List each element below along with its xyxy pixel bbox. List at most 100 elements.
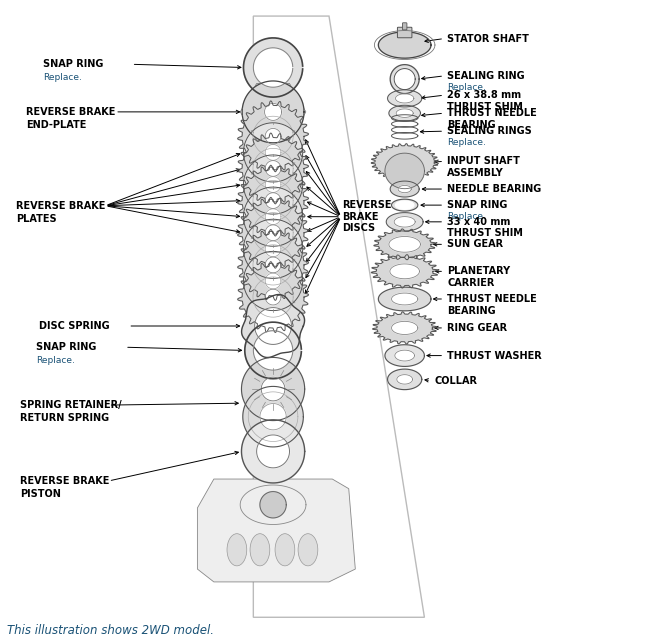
Text: SEALING RING: SEALING RING (447, 71, 525, 81)
Polygon shape (385, 345, 424, 367)
Polygon shape (243, 219, 303, 278)
Ellipse shape (227, 534, 247, 566)
Polygon shape (243, 187, 303, 246)
Polygon shape (394, 69, 415, 89)
Polygon shape (255, 307, 291, 345)
Text: DISC SPRING: DISC SPRING (39, 321, 110, 331)
Polygon shape (371, 143, 438, 181)
Polygon shape (243, 123, 303, 182)
Polygon shape (265, 289, 281, 305)
Polygon shape (260, 404, 286, 430)
Text: SUN GEAR: SUN GEAR (447, 239, 503, 249)
Text: PISTON: PISTON (20, 489, 61, 499)
Polygon shape (372, 312, 437, 344)
Text: RETURN SPRING: RETURN SPRING (20, 413, 109, 423)
Text: Replace.: Replace. (43, 73, 82, 82)
Polygon shape (197, 479, 355, 582)
Polygon shape (390, 264, 420, 279)
Text: BEARING: BEARING (447, 120, 496, 130)
Text: Replace.: Replace. (447, 138, 486, 147)
Polygon shape (253, 331, 293, 370)
Polygon shape (238, 197, 309, 268)
Polygon shape (395, 350, 415, 361)
Text: SPRING RETAINER/: SPRING RETAINER/ (20, 400, 121, 410)
Text: THRUST WASHER: THRUST WASHER (447, 350, 542, 361)
Polygon shape (257, 435, 290, 468)
Polygon shape (238, 165, 309, 236)
Text: CARRIER: CARRIER (447, 278, 495, 288)
Polygon shape (265, 225, 281, 240)
Polygon shape (265, 209, 281, 224)
Polygon shape (390, 64, 419, 94)
Polygon shape (396, 109, 413, 118)
Polygon shape (265, 177, 281, 192)
Polygon shape (388, 90, 422, 107)
Polygon shape (265, 104, 282, 120)
Polygon shape (385, 153, 424, 188)
Polygon shape (238, 101, 309, 172)
Text: INPUT SHAFT: INPUT SHAFT (447, 156, 520, 167)
Polygon shape (243, 38, 303, 97)
Text: 26 x 38.8 mm: 26 x 38.8 mm (447, 90, 522, 100)
Polygon shape (265, 193, 281, 208)
Polygon shape (390, 181, 419, 197)
Polygon shape (397, 375, 413, 384)
Text: PLATES: PLATES (16, 213, 57, 224)
Polygon shape (260, 492, 286, 518)
Text: PLANETARY: PLANETARY (447, 266, 511, 276)
Text: BEARING: BEARING (447, 305, 496, 316)
Polygon shape (238, 262, 309, 332)
Polygon shape (261, 377, 285, 401)
Polygon shape (245, 322, 301, 379)
Polygon shape (241, 420, 305, 483)
Polygon shape (241, 358, 305, 421)
Ellipse shape (298, 534, 318, 566)
Text: SNAP RING: SNAP RING (36, 342, 97, 352)
Polygon shape (265, 241, 281, 257)
Polygon shape (243, 155, 303, 214)
Ellipse shape (275, 534, 295, 566)
Ellipse shape (250, 534, 270, 566)
Text: THRUST NEEDLE: THRUST NEEDLE (447, 294, 537, 304)
Polygon shape (394, 217, 415, 227)
Polygon shape (243, 251, 303, 311)
Text: REVERSE BRAKE: REVERSE BRAKE (26, 107, 116, 117)
Text: RING GEAR: RING GEAR (447, 323, 507, 333)
Text: REVERSE BRAKE: REVERSE BRAKE (16, 201, 106, 211)
FancyBboxPatch shape (403, 23, 407, 30)
Text: THRUST NEEDLE: THRUST NEEDLE (447, 108, 537, 118)
Polygon shape (238, 133, 309, 204)
Text: Replace.: Replace. (36, 356, 75, 365)
Polygon shape (392, 293, 418, 305)
Text: STATOR SHAFT: STATOR SHAFT (447, 33, 529, 44)
Polygon shape (265, 161, 281, 176)
Polygon shape (386, 213, 423, 231)
Polygon shape (265, 129, 281, 144)
Polygon shape (265, 257, 281, 273)
Polygon shape (398, 185, 411, 193)
Polygon shape (389, 105, 420, 121)
Polygon shape (378, 32, 431, 58)
Text: 33 x 40 mm: 33 x 40 mm (447, 217, 511, 227)
Text: REVERSE BRAKE: REVERSE BRAKE (20, 476, 109, 486)
Text: ASSEMBLY: ASSEMBLY (447, 168, 504, 178)
Polygon shape (253, 48, 293, 87)
Polygon shape (371, 255, 438, 288)
FancyBboxPatch shape (397, 27, 412, 38)
Text: COLLAR: COLLAR (434, 376, 477, 386)
Polygon shape (389, 237, 420, 252)
Polygon shape (392, 199, 418, 211)
Text: NEEDLE BEARING: NEEDLE BEARING (447, 184, 542, 194)
Text: SEALING RINGS: SEALING RINGS (447, 126, 532, 136)
Polygon shape (392, 322, 418, 334)
Text: END-PLATE: END-PLATE (26, 120, 87, 130)
Polygon shape (388, 369, 422, 390)
Text: Replace.: Replace. (447, 212, 486, 221)
Text: SNAP RING: SNAP RING (447, 200, 508, 210)
Text: Replace.: Replace. (447, 83, 486, 92)
Polygon shape (243, 386, 303, 447)
Text: REVERSE
BRAKE
DISCS: REVERSE BRAKE DISCS (342, 200, 392, 233)
Polygon shape (378, 287, 431, 311)
Polygon shape (265, 273, 281, 289)
Polygon shape (395, 94, 414, 103)
